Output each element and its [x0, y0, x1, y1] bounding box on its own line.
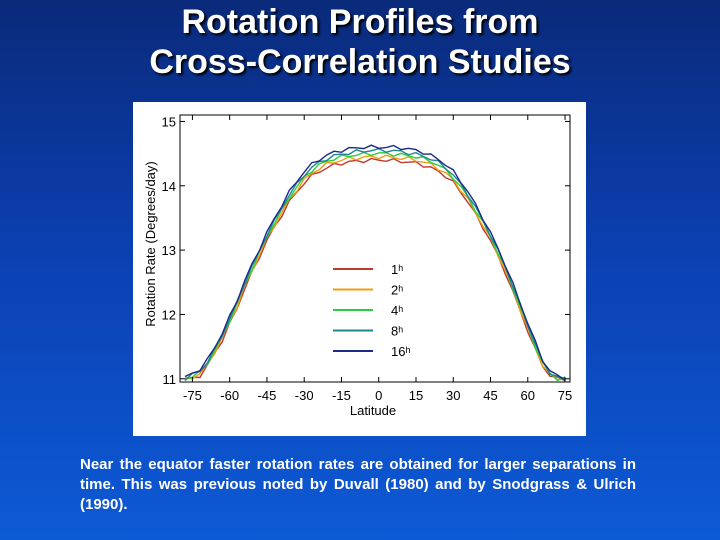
x-tick-label: 15 [409, 388, 423, 403]
legend-label-1: 1ʰ [391, 262, 403, 277]
series-line-1 [184, 157, 566, 382]
legend-label-2: 2ʰ [391, 283, 403, 298]
legend-label-5: 16ʰ [391, 344, 410, 359]
x-tick-label: -60 [220, 388, 239, 403]
series-line-5 [184, 144, 566, 382]
x-tick-label: 60 [521, 388, 535, 403]
slide-title-line-2: Cross-Correlation Studies [149, 43, 571, 81]
x-tick-label: 0 [375, 388, 382, 403]
plot-area [179, 114, 571, 383]
legend-label-4: 8ʰ [391, 324, 403, 339]
axis-layer: -75 -60 -45 -30 -15 0 15 30 45 60 75 11 12 13 14 15 [162, 114, 573, 403]
x-tick-label: -45 [258, 388, 277, 403]
legend: 1ʰ 2ʰ 4ʰ 8ʰ 16ʰ [333, 262, 410, 359]
y-tick-label: 13 [162, 243, 176, 258]
x-tick-label: -15 [332, 388, 351, 403]
plot-frame [179, 114, 571, 383]
x-axis-title: Latitude [350, 403, 396, 418]
x-tick-label: 75 [558, 388, 572, 403]
y-tick-label: 12 [162, 307, 176, 322]
x-tick-label: 30 [446, 388, 460, 403]
y-tick-label: 11 [163, 372, 177, 387]
series-line-3 [184, 151, 566, 382]
y-tick-label: 15 [162, 114, 176, 129]
y-tick-label: 14 [162, 179, 176, 194]
x-tick-label: -30 [295, 388, 314, 403]
slide-title-line-1: Rotation Profiles from [181, 3, 539, 41]
figure-panel: -75 -60 -45 -30 -15 0 15 30 45 60 75 11 12 13 14 15 1ʰ 2… [133, 102, 586, 436]
legend-label-3: 4ʰ [391, 303, 403, 318]
slide-title: Rotation Profiles from Cross-Correlation… [0, 2, 720, 82]
x-tick-label: 45 [483, 388, 497, 403]
rotation-profile-chart: -75 -60 -45 -30 -15 0 15 30 45 60 75 11 12 13 14 15 1ʰ 2… [143, 114, 573, 418]
caption: Near the equator faster rotation rates a… [80, 456, 636, 513]
series-layer [184, 144, 566, 382]
y-axis-title: Rotation Rate (Degrees/day) [143, 161, 158, 326]
x-tick-label: -75 [183, 388, 202, 403]
